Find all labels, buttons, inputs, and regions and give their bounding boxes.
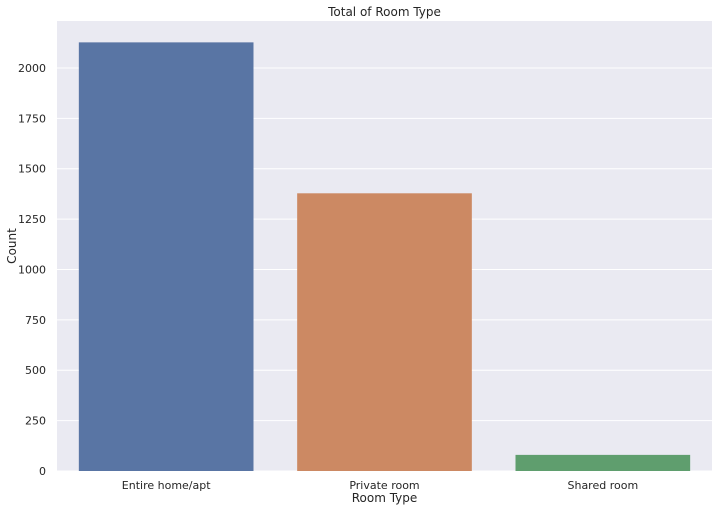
x-axis-label: Room Type xyxy=(352,491,418,505)
bar-private-room xyxy=(297,193,472,472)
y-tick-label: 0 xyxy=(39,465,46,478)
y-tick-labels: 0 250 500 750 1000 1250 1500 1750 2000 xyxy=(18,62,46,478)
bar-entire-home-apt xyxy=(78,42,254,472)
x-tick-label: Private room xyxy=(349,479,419,492)
y-tick-label: 1000 xyxy=(18,263,46,276)
y-tick-label: 2000 xyxy=(18,62,46,75)
x-tick-label: Shared room xyxy=(567,479,638,492)
bars xyxy=(78,42,691,472)
y-tick-label: 750 xyxy=(25,314,46,327)
chart-title: Total of Room Type xyxy=(327,5,441,19)
y-tick-label: 250 xyxy=(25,415,46,428)
y-tick-label: 1500 xyxy=(18,163,46,176)
y-tick-label: 1250 xyxy=(18,213,46,226)
bar-shared-room xyxy=(515,454,691,471)
y-tick-label: 500 xyxy=(25,364,46,377)
y-tick-label: 1750 xyxy=(18,112,46,125)
x-tick-labels: Entire home/apt Private room Shared room xyxy=(122,479,638,492)
y-axis-label: Count xyxy=(5,228,19,264)
x-tick-label: Entire home/apt xyxy=(122,479,211,492)
